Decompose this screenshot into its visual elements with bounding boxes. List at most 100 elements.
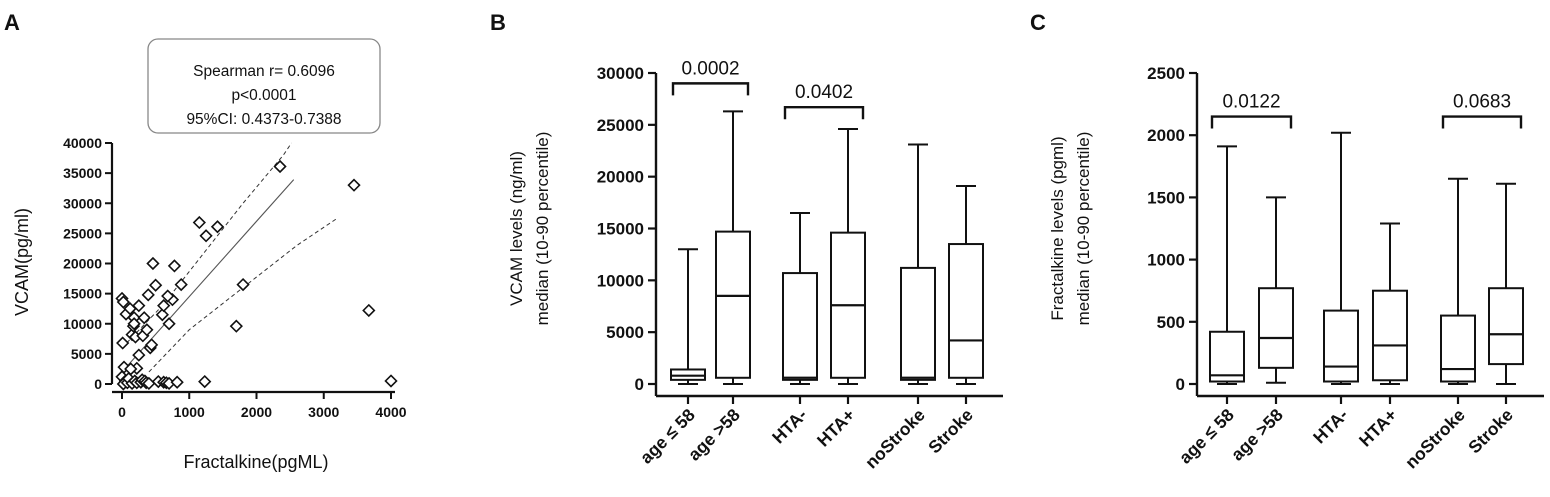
x-tick-label-a: 1000 [174, 404, 205, 420]
y-tick-label-a: 25000 [63, 225, 102, 241]
y-tick-label-c: 1000 [1147, 251, 1185, 270]
y-tick-label-a: 0 [94, 376, 102, 392]
data-point [199, 229, 213, 243]
x-axis-label-a: Fractalkine(pgML) [183, 452, 328, 472]
panel-letter-c: C [1030, 10, 1046, 35]
data-point [132, 348, 146, 362]
y-axis-label-a: VCAM(pg/ml) [12, 208, 32, 316]
y-tick-label-b: 30000 [597, 64, 644, 83]
data-point [162, 317, 176, 331]
y-tick-label-c: 2000 [1147, 126, 1185, 145]
comparison-bracket-b [783, 106, 865, 120]
comparison-bracket-c [1441, 115, 1523, 129]
category-label-b: age ≤ 58 [636, 405, 699, 468]
x-tick-label-a: 4000 [375, 404, 406, 420]
data-point [229, 319, 243, 333]
y-axis-label-b: median (10-90 percentile) [533, 132, 552, 326]
category-label-b: HTA+ [813, 405, 859, 451]
category-label-c: Stroke [1464, 404, 1517, 457]
box-b [948, 243, 984, 379]
data-point [192, 215, 206, 230]
y-tick-label-c: 1500 [1147, 188, 1185, 207]
stats-annotation-box [147, 38, 381, 134]
data-point [347, 178, 361, 192]
data-point [236, 277, 250, 292]
ci-lower-line [148, 217, 338, 373]
y-tick-label-a: 35000 [63, 165, 102, 181]
y-tick-label-b: 20000 [597, 168, 644, 187]
data-point [273, 159, 287, 174]
category-label-c: age >58 [1227, 404, 1287, 464]
y-tick-label-a: 15000 [63, 286, 102, 302]
y-tick-label-b: 0 [635, 375, 644, 394]
p-value-label-c: 0.0122 [1222, 92, 1280, 113]
category-label-b: HTA- [768, 405, 811, 448]
category-label-b: noStroke [861, 405, 929, 473]
y-tick-label-c: 2500 [1147, 64, 1185, 83]
y-axis-label-c: Fractalkine levels (pgml) [1048, 136, 1067, 320]
data-point [155, 308, 169, 322]
box-b [782, 272, 818, 381]
data-point [146, 256, 160, 271]
box-c [1440, 314, 1476, 383]
data-point [140, 323, 154, 337]
data-point [116, 336, 130, 350]
category-label-c: HTA+ [1355, 405, 1401, 451]
ci-upper-line [121, 142, 292, 349]
y-tick-label-c: 0 [1176, 375, 1185, 394]
y-tick-label-a: 30000 [63, 195, 102, 211]
p-value-label-b: 0.0002 [681, 58, 739, 79]
category-label-c: age ≤ 58 [1175, 405, 1238, 468]
stats-annotation-line: Spearman r= 0.6096 [193, 63, 335, 80]
box-c [1209, 330, 1245, 383]
data-point [124, 362, 138, 376]
y-axis-label-c: median (10-90 percentile) [1074, 132, 1093, 326]
data-point [198, 374, 212, 389]
stats-annotation-line: p<0.0001 [231, 87, 296, 104]
category-label-b: Stroke [924, 404, 977, 457]
y-tick-label-b: 5000 [606, 323, 644, 342]
category-label-c: HTA- [1309, 405, 1352, 448]
data-point [132, 299, 146, 313]
box-c [1488, 287, 1524, 366]
box-b [715, 230, 751, 379]
box-c [1323, 309, 1359, 383]
data-point [141, 288, 155, 302]
y-tick-label-b: 15000 [597, 220, 644, 239]
data-point [167, 259, 182, 273]
y-tick-label-a: 5000 [71, 346, 102, 362]
data-point [157, 299, 171, 313]
data-point [384, 374, 398, 388]
panel-letter-a: A [4, 10, 20, 35]
box-c [1372, 289, 1408, 382]
y-axis-label-b: VCAM levels (ng/ml) [507, 151, 526, 306]
data-point [148, 278, 163, 292]
data-point [210, 220, 225, 234]
p-value-label-c: 0.0683 [1453, 92, 1511, 113]
y-tick-label-b: 25000 [597, 116, 644, 135]
panel-letter-b: B [490, 10, 506, 35]
box-c [1258, 287, 1294, 369]
data-point [127, 317, 141, 331]
data-point [362, 303, 376, 318]
box-b [900, 266, 936, 381]
stats-annotation-line: 95%CI: 0.4373-0.7388 [186, 111, 341, 128]
comparison-bracket-b [671, 82, 750, 96]
y-tick-label-b: 10000 [597, 271, 644, 290]
x-tick-label-a: 3000 [308, 404, 339, 420]
data-point [144, 338, 159, 352]
category-label-c: noStroke [1401, 405, 1469, 473]
data-point [161, 289, 175, 303]
y-tick-label-a: 20000 [63, 256, 102, 272]
p-value-label-b: 0.0402 [795, 82, 853, 103]
x-tick-label-a: 0 [118, 404, 126, 420]
data-point [116, 295, 130, 309]
y-tick-label-a: 10000 [63, 316, 102, 332]
x-tick-label-a: 2000 [241, 404, 272, 420]
comparison-bracket-c [1210, 115, 1293, 129]
y-tick-label-c: 500 [1157, 313, 1185, 332]
data-point [174, 277, 188, 292]
data-point [137, 311, 151, 325]
